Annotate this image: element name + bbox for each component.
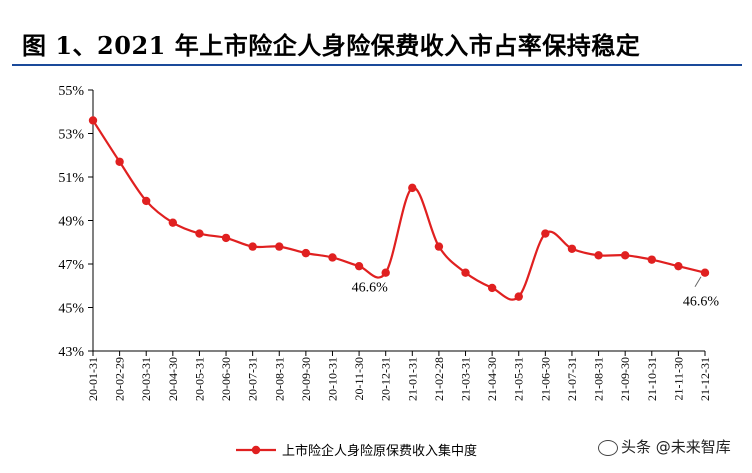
x-tick-label: 20-09-30	[299, 357, 313, 401]
data-point	[168, 218, 178, 227]
data-point	[647, 255, 656, 264]
data-point	[381, 268, 390, 277]
data-point	[514, 292, 523, 301]
x-tick-label: 20-03-31	[139, 357, 153, 401]
figure-title: 图 1、2021 年上市险企人身险保费收入市占率保持稳定	[22, 31, 641, 60]
data-point	[142, 196, 151, 206]
data-point	[461, 268, 470, 277]
data-point	[434, 242, 444, 251]
data-point	[354, 261, 364, 271]
x-tick-label: 21-09-30	[618, 357, 632, 401]
data-point	[275, 242, 284, 251]
x-tick-label: 21-03-31	[459, 357, 473, 401]
data-labels: 46.6% 46.6%	[352, 276, 720, 310]
x-tick-label: 21-11-30	[671, 357, 685, 401]
y-tick-label: 49%	[58, 215, 84, 230]
y-tick-label: 55%	[58, 84, 84, 99]
x-tick-label: 20-08-31	[272, 357, 286, 401]
x-tick-label: 21-07-31	[565, 357, 579, 401]
data-point	[115, 157, 124, 166]
x-tick-label: 21-01-31	[405, 357, 419, 401]
data-point	[620, 251, 630, 260]
x-tick-label: 20-10-31	[325, 357, 339, 401]
watermark: 头条 @未来智库	[598, 436, 731, 457]
data-point	[221, 233, 231, 243]
x-tick-label: 21-06-30	[538, 357, 552, 401]
y-tick-label: 43%	[58, 345, 84, 360]
data-point	[301, 248, 311, 258]
data-point	[408, 183, 417, 193]
data-label: 46.6%	[683, 295, 720, 310]
x-tick-label: 20-12-31	[379, 357, 393, 401]
data-point	[674, 261, 683, 271]
data-point	[487, 283, 497, 293]
legend-label: 上市险企人身险原保费收入集中度	[282, 443, 477, 459]
x-tick-label: 20-07-31	[246, 357, 260, 401]
data-point	[700, 268, 710, 277]
x-tick-label: 21-02-28	[432, 357, 446, 401]
y-tick-label: 53%	[58, 128, 84, 143]
legend: 上市险企人身险原保费收入集中度	[236, 443, 477, 459]
data-point	[195, 229, 204, 238]
x-tick-label: 21-08-31	[592, 357, 606, 401]
series-line	[92, 119, 706, 301]
x-tick-label: 20-02-29	[113, 357, 127, 401]
x-tick-label: 20-04-30	[166, 357, 180, 401]
y-tick-label: 45%	[58, 302, 84, 317]
data-point	[328, 253, 337, 262]
x-tick-label: 20-06-30	[219, 357, 233, 401]
x-tick-label: 21-04-30	[485, 357, 499, 401]
x-tick-label: 21-05-31	[512, 357, 526, 401]
x-tick-label: 21-10-31	[645, 357, 659, 401]
data-point	[567, 244, 577, 253]
legend-marker	[251, 445, 261, 455]
wechat-icon	[598, 439, 618, 456]
x-tick-label: 20-05-31	[192, 357, 206, 401]
data-point	[88, 116, 98, 125]
data-point	[541, 229, 550, 238]
title-underline	[12, 64, 742, 66]
x-tick-label: 20-11-30	[352, 357, 366, 401]
data-point	[594, 251, 603, 260]
data-label: 46.6%	[352, 281, 389, 296]
x-axis: 20-01-31 20-02-29 20-03-31 20-04-30 20-05-31…	[86, 350, 712, 401]
data-point	[248, 242, 257, 251]
watermark-text: 头条 @未来智库	[621, 438, 731, 456]
y-axis: 43% 45% 47% 49% 51% 53% 55%	[58, 84, 94, 360]
y-tick-label: 51%	[58, 171, 84, 186]
title-bar: 图 1、2021 年上市险企人身险保费收入市占率保持稳定	[0, 0, 752, 66]
data-label-leader	[694, 276, 702, 287]
y-tick-label: 47%	[58, 258, 84, 273]
series-points	[88, 116, 710, 301]
x-tick-label: 20-01-31	[86, 357, 100, 401]
x-tick-label: 21-12-31	[698, 357, 712, 401]
